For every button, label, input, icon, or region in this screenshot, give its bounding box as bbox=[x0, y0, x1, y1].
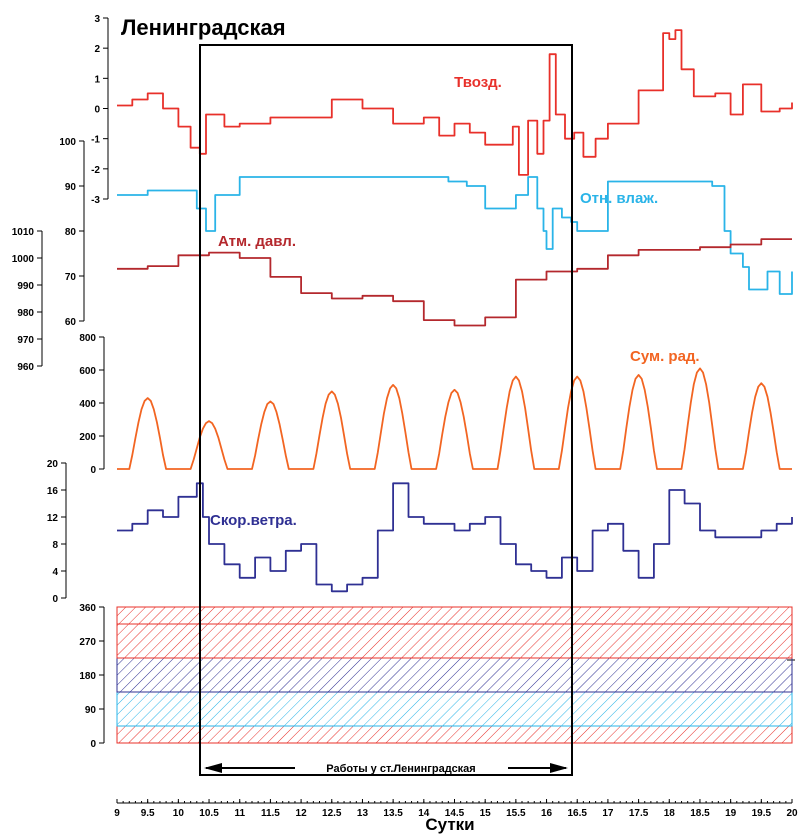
work-period-frame bbox=[199, 44, 573, 776]
x-tick-label: 19 bbox=[725, 808, 737, 819]
x-axis-label: Сутки bbox=[425, 815, 474, 834]
x-tick-label: 12.5 bbox=[322, 808, 342, 819]
x-tick-label: 19.5 bbox=[752, 808, 772, 819]
x-tick-label: 18 bbox=[664, 808, 676, 819]
chart-title: Ленинградская bbox=[121, 15, 286, 40]
y-tick-label: 960 bbox=[17, 362, 34, 373]
x-tick-label: 13 bbox=[357, 808, 369, 819]
wind-direction-band bbox=[116, 657, 793, 693]
y-tick-label: 270 bbox=[79, 637, 96, 648]
y-tick-label: 600 bbox=[79, 366, 96, 377]
y-tick-label: 2 bbox=[94, 44, 100, 55]
series-line-sum_radiation bbox=[117, 367, 792, 470]
series-layer bbox=[116, 29, 793, 744]
x-tick-label: 17.5 bbox=[629, 808, 649, 819]
y-tick-label: -1 bbox=[91, 135, 100, 146]
y-tick-label: 0 bbox=[90, 465, 96, 476]
series-label-air-temp: Твозд. bbox=[454, 74, 502, 91]
y-tick-label: 8 bbox=[52, 540, 58, 551]
x-tick-label: 11 bbox=[234, 808, 245, 819]
series-label-rel-humidity: Отн. влаж. bbox=[580, 190, 658, 207]
y-tick-label: -2 bbox=[91, 165, 100, 176]
y-tick-label: 70 bbox=[65, 272, 77, 283]
y-tick-label: 800 bbox=[79, 333, 96, 344]
x-tick-label: 12 bbox=[296, 808, 308, 819]
x-tick-label: 18.5 bbox=[690, 808, 710, 819]
y-tick-label: 360 bbox=[79, 603, 96, 614]
series-label-sum-radiation: Сум. рад. bbox=[630, 348, 700, 365]
series-label-atm-pressure: Атм. давл. bbox=[218, 233, 296, 250]
y-tick-label: 60 bbox=[65, 317, 77, 328]
x-tick-label: 13.5 bbox=[383, 808, 403, 819]
series-line-air_temp bbox=[117, 29, 793, 176]
y-tick-label: 980 bbox=[17, 308, 34, 319]
x-tick-label: 16 bbox=[541, 808, 553, 819]
y-tick-label: 90 bbox=[85, 705, 97, 716]
series-line-atm_pressure bbox=[117, 238, 792, 327]
x-tick-label: 15 bbox=[480, 808, 492, 819]
y-tick-label: 80 bbox=[65, 227, 77, 238]
wind-direction-band bbox=[116, 623, 793, 659]
y-tick-label: 4 bbox=[52, 567, 58, 578]
x-tick-label: 9 bbox=[114, 808, 120, 819]
y-tick-label: 180 bbox=[79, 671, 96, 682]
y-tick-label: 16 bbox=[47, 486, 59, 497]
x-tick-label: 15.5 bbox=[506, 808, 526, 819]
work-period-label: Работы у ст.Ленинградская bbox=[326, 763, 475, 775]
wind-direction-band bbox=[116, 606, 793, 625]
wind-direction-band bbox=[116, 691, 793, 727]
y-tick-label: 20 bbox=[47, 459, 59, 470]
y-tick-label: 990 bbox=[17, 281, 34, 292]
x-tick-label: 10 bbox=[173, 808, 185, 819]
y-tick-label: 1010 bbox=[12, 227, 35, 238]
x-tick-label: 16.5 bbox=[567, 808, 587, 819]
y-tick-label: 1000 bbox=[12, 254, 35, 265]
axes: 9 9.5 10 10.5 11 11.5 12 12.5 13 13.5 14 14.5 15 15.5… bbox=[12, 14, 798, 819]
y-tick-label: 100 bbox=[59, 137, 76, 148]
y-tick-label: 3 bbox=[94, 14, 100, 25]
x-tick-label: 9.5 bbox=[141, 808, 155, 819]
x-tick-label: 11.5 bbox=[261, 808, 280, 819]
y-tick-label: 0 bbox=[90, 739, 96, 750]
y-tick-label: 12 bbox=[47, 513, 59, 524]
y-tick-label: 200 bbox=[79, 432, 96, 443]
series-line-rel_humidity bbox=[117, 176, 793, 295]
x-tick-label: 14.5 bbox=[445, 808, 465, 819]
y-tick-label: 970 bbox=[17, 335, 34, 346]
work-period-arrow bbox=[204, 763, 568, 773]
y-tick-label: 400 bbox=[79, 399, 96, 410]
x-tick-label: 10.5 bbox=[199, 808, 219, 819]
y-tick-label: -3 bbox=[91, 195, 100, 206]
x-tick-label: 17 bbox=[602, 808, 614, 819]
y-tick-label: 0 bbox=[52, 594, 58, 605]
series-label-wind-speed: Скор.ветра. bbox=[210, 512, 297, 529]
y-tick-label: 1 bbox=[94, 74, 100, 85]
wind-direction-band bbox=[116, 725, 793, 744]
y-tick-label: 90 bbox=[65, 182, 77, 193]
y-tick-label: 0 bbox=[94, 105, 100, 116]
series-line-wind_speed bbox=[117, 482, 793, 593]
x-tick-label: 14 bbox=[418, 808, 430, 819]
x-tick-label: 20 bbox=[786, 808, 798, 819]
